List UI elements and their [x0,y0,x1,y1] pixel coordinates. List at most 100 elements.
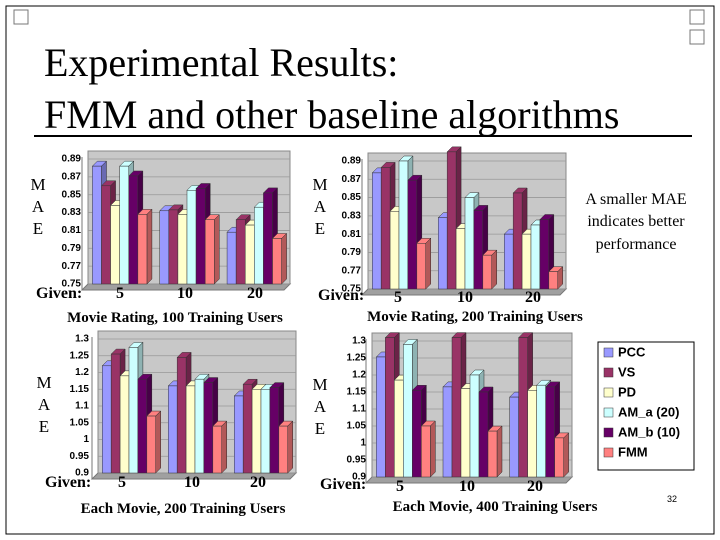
bar [263,192,273,285]
bar [539,219,550,290]
legend-label: AM_b (10) [618,424,680,439]
x-tick-label: 10 [184,474,200,491]
y-tick-label: 0.89 [342,156,362,167]
y-tick-label: 0.79 [342,247,362,258]
legend-swatch [603,427,614,438]
bar [176,357,187,474]
legend-label: AM_a (20) [618,404,679,419]
bar [380,167,391,290]
given-label: Given: [318,287,364,304]
legend-label: VS [618,364,636,379]
y-tick-label: 1 [360,438,366,449]
y-tick-label: 0.75 [342,284,362,295]
x-tick-label: 5 [394,289,402,306]
y-axis-label: A [314,197,327,216]
bar [194,378,205,474]
y-tick-label: 1.2 [75,367,89,378]
bar-side-shade [281,233,287,284]
note-line: A smaller MAE [585,191,686,208]
bar [487,430,498,478]
x-tick-label: 5 [118,474,126,491]
y-axis-label: E [39,417,49,436]
y-axis-label: A [314,397,327,416]
given-label: Given: [36,285,82,302]
bar-side-shade [425,238,431,289]
bar [235,219,246,285]
bar [446,151,457,290]
y-tick-label: 1.1 [75,401,89,412]
bar [260,389,271,474]
x-axis-label: Each Movie, 400 Training Users [393,499,598,515]
bar [119,165,130,285]
y-tick-label: 0.87 [342,174,362,185]
x-tick-label: 20 [525,289,541,306]
bar [548,271,558,290]
corner-square [13,9,29,25]
x-tick-label: 10 [459,478,475,495]
y-tick-label: 1.25 [70,350,90,361]
bar [473,210,484,290]
slide-frame [5,5,715,535]
bar [102,365,112,474]
bar [512,192,523,290]
y-tick-label: 0.85 [62,189,82,200]
bar [212,425,222,474]
y-tick-label: 1.1 [352,404,366,415]
bar [159,210,170,285]
bar [146,415,156,474]
note-line: indicates better [587,213,685,230]
x-axis-label: Movie Rating, 200 Training Users [367,309,583,325]
y-tick-label: 0.89 [62,154,82,165]
note-line: performance [596,236,677,253]
bar [527,390,537,478]
bar [438,217,448,290]
bar [137,214,148,285]
y-tick-label: 0.81 [342,229,362,240]
corner-square [689,9,705,25]
bar [168,385,178,474]
x-axis-label: Each Movie, 200 Training Users [81,501,286,517]
given-label: Given: [320,476,366,493]
bar [442,386,453,478]
y-axis-label: M [312,175,327,194]
bar [137,378,148,474]
y-tick-label: 0.77 [62,261,82,272]
bar [272,238,282,285]
y-axis-label: M [36,373,51,392]
bar [177,214,188,285]
bar [416,243,426,290]
bar [185,385,196,474]
bar [186,190,197,285]
y-tick-label: 0.87 [62,171,82,182]
bar [504,233,514,290]
x-tick-label: 5 [396,478,404,495]
bar [234,395,244,474]
y-tick-label: 0.85 [342,192,362,203]
x-tick-label: 5 [116,285,124,302]
y-tick-label: 0.9 [352,472,366,483]
title-line: Experimental Results: [44,40,398,85]
corner-square [689,29,705,45]
bar [455,228,466,290]
bar [376,356,386,478]
bar [242,383,253,474]
legend-swatch [603,447,614,458]
y-axis-label: E [315,419,325,438]
y-tick-label: 1.2 [352,370,366,381]
legend-label: FMM [618,444,648,459]
legend-swatch [603,407,614,418]
bar-side-shade [221,421,227,473]
bar [389,211,400,290]
y-tick-label: 1.05 [347,421,367,432]
bar-side-shade [214,214,220,284]
bar [478,391,489,478]
bar-side-shade [430,421,436,477]
bar [421,425,431,478]
bar-side-shade [491,250,497,289]
x-axis-label: Movie Rating, 100 Training Users [67,310,283,326]
bar [518,337,528,478]
y-tick-label: 0.81 [62,225,82,236]
x-tick-label: 10 [457,289,473,306]
y-tick-label: 1.15 [70,384,90,395]
legend-swatch [603,387,614,398]
